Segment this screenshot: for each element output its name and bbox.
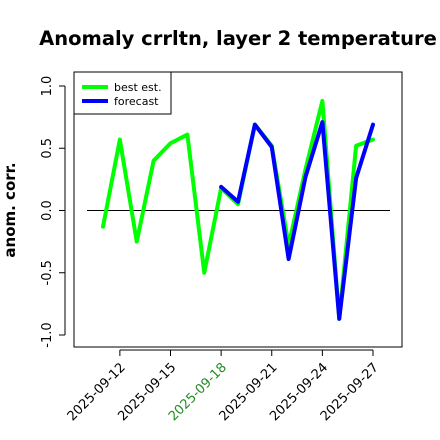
legend-box (73, 71, 172, 115)
plot-frame (73, 71, 403, 348)
y-tick-label: 0.0 (40, 200, 55, 221)
y-tick-label: -1.0 (40, 322, 55, 347)
series-layer (101, 98, 375, 321)
series-line-best-est (101, 98, 375, 321)
chart-title: Anomaly crrltn, layer 2 temperature (39, 27, 437, 50)
y-tick-label: 1.0 (40, 76, 55, 97)
legend: best est. forecast (73, 71, 172, 115)
y-axis-label: anom. corr. (1, 162, 19, 257)
legend-label-forecast: forecast (114, 95, 159, 108)
x-axis: 2025-09-122025-09-152025-09-182025-09-21… (65, 349, 382, 424)
series-line-forecast (219, 120, 375, 321)
y-tick-label: 0.5 (40, 138, 55, 159)
legend-label-best-est: best est. (114, 81, 162, 94)
y-axis: -1.0 -0.5 0.0 0.5 1.0 (40, 76, 66, 348)
y-tick-label: -0.5 (40, 260, 55, 285)
